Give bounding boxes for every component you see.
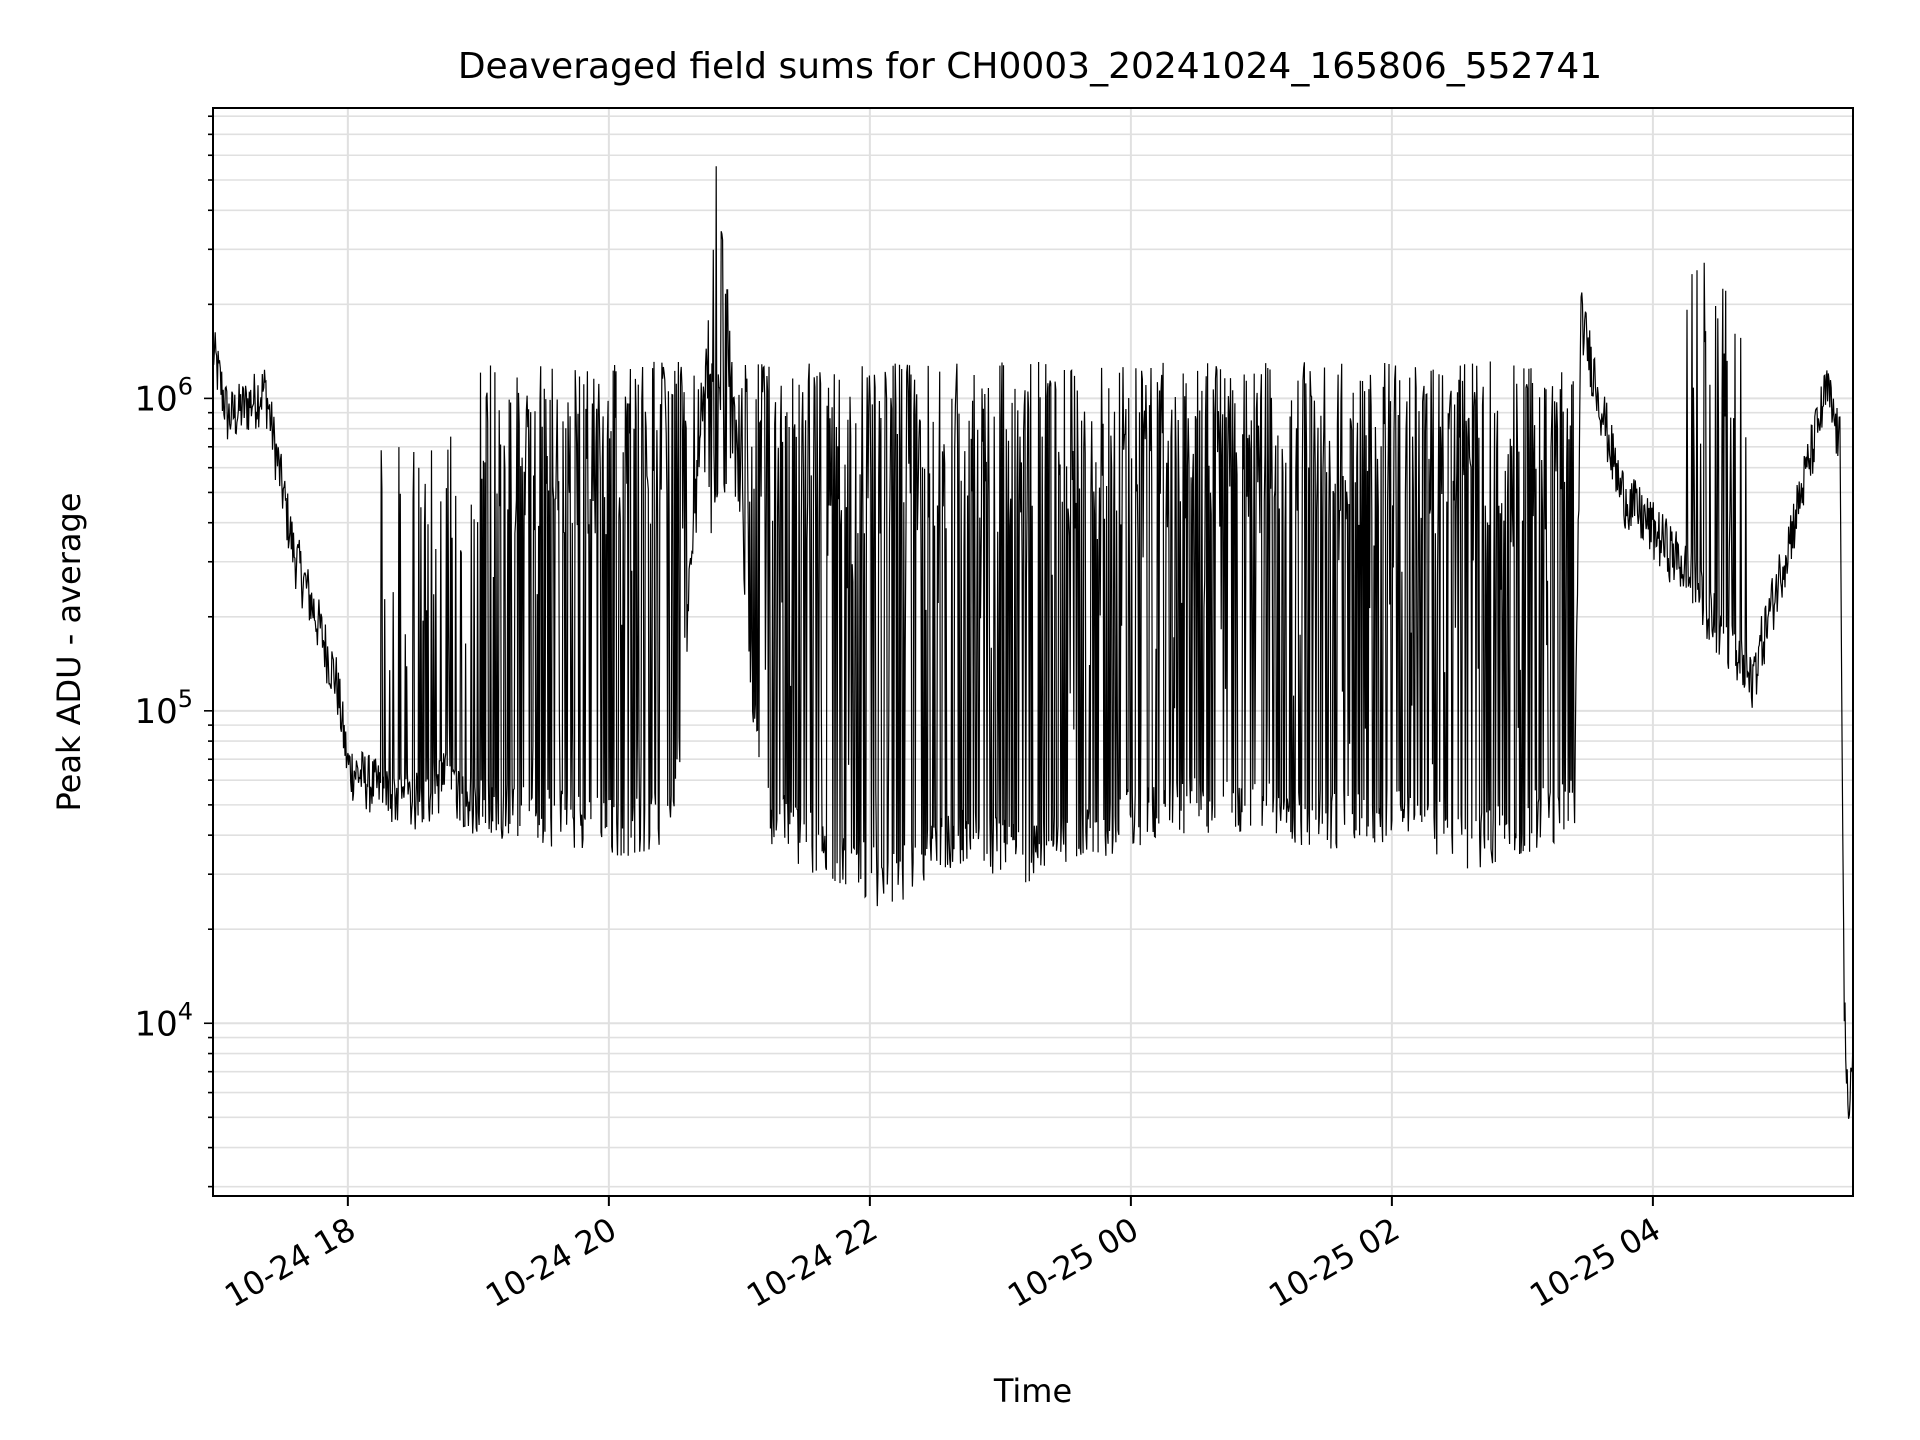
plot-frame [212, 107, 1854, 1197]
y-tick-label: 106 [134, 372, 193, 419]
y-tick-label: 105 [134, 685, 193, 732]
x-axis-label: Time [993, 1372, 1072, 1410]
series-line [213, 166, 1853, 1119]
y-tick-base: 10 [134, 1004, 177, 1044]
chart-title: Deaveraged field sums for CH0003_2024102… [458, 46, 1602, 87]
y-tick-base: 10 [134, 379, 177, 419]
tick-marks [204, 115, 1654, 1206]
y-tick-label: 104 [134, 997, 193, 1044]
y-tick-base: 10 [134, 692, 177, 732]
y-axis-label: Peak ADU - average [50, 493, 88, 812]
plot-area [204, 107, 1854, 1206]
y-tick-exponent: 6 [178, 372, 193, 400]
y-tick-exponent: 5 [178, 685, 193, 713]
data-series [213, 166, 1853, 1148]
y-tick-exponent: 4 [178, 997, 193, 1025]
